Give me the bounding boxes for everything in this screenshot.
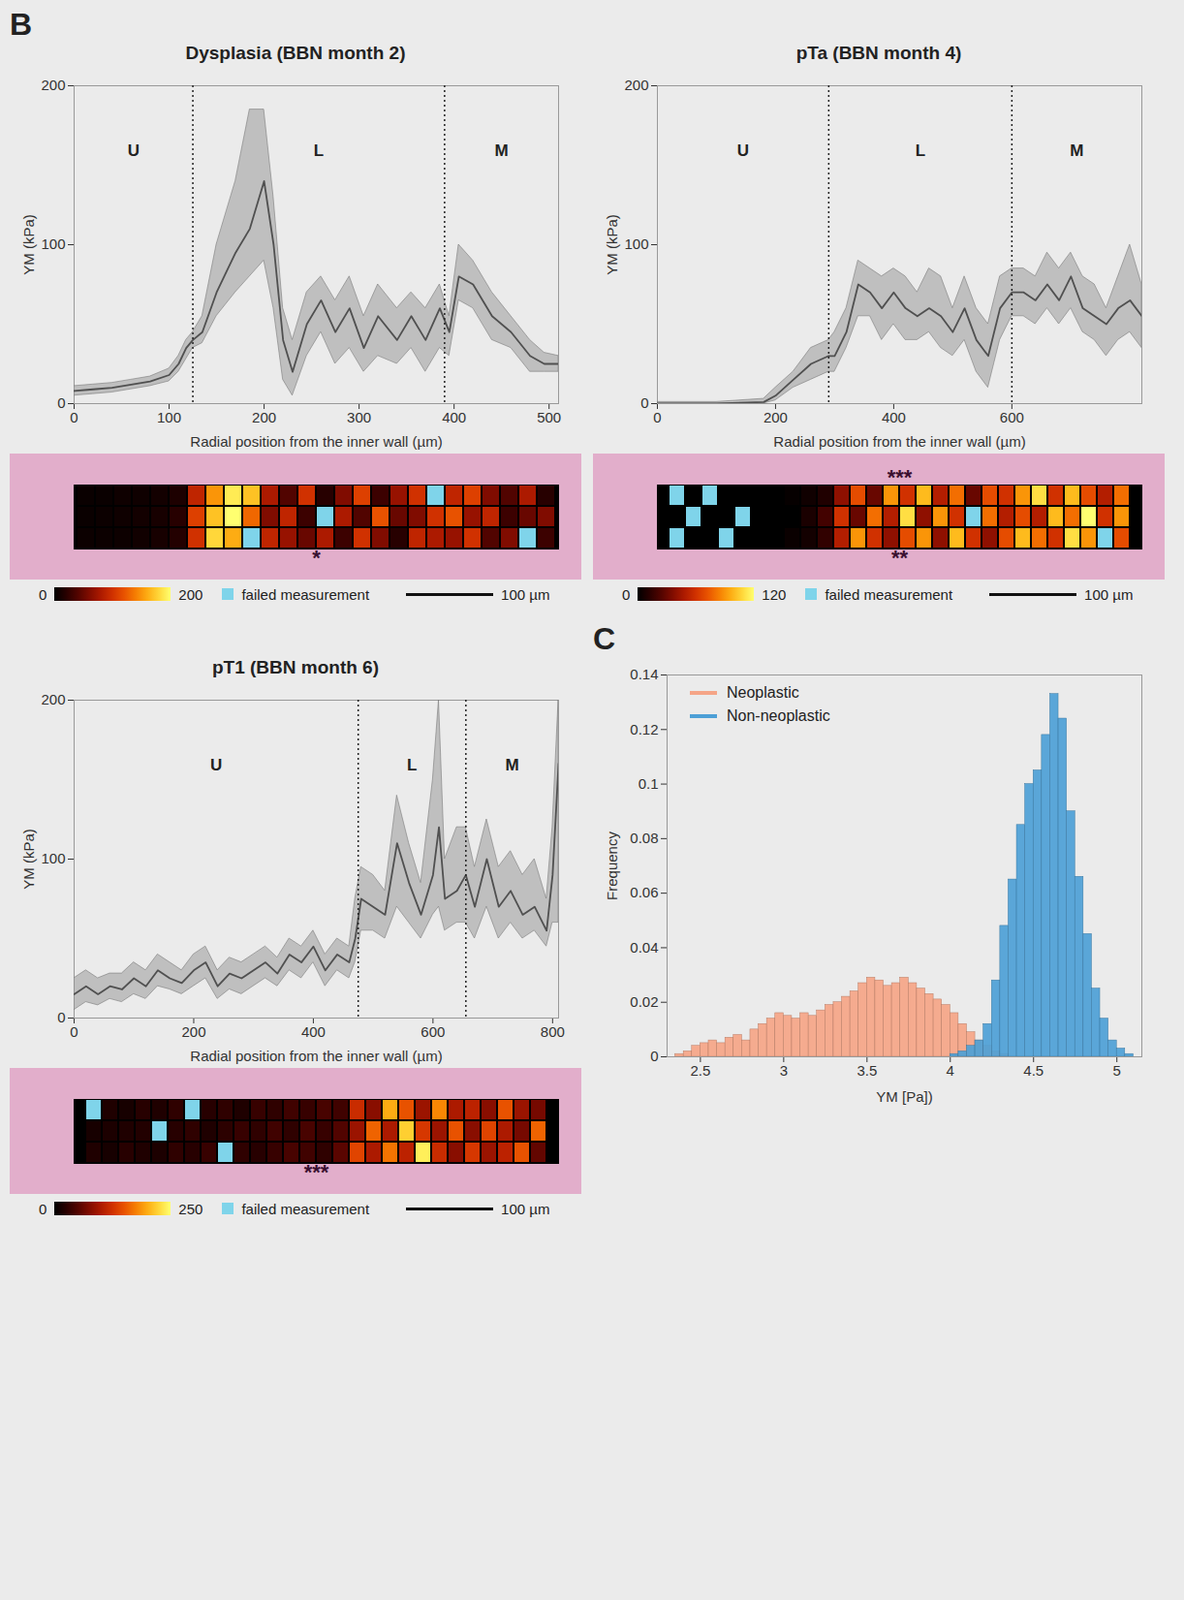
svg-text:100: 100	[40, 849, 65, 867]
svg-text:L: L	[313, 141, 324, 160]
svg-text:400: 400	[881, 408, 906, 426]
html-text:120: 120	[761, 585, 787, 603]
html-text:200: 200	[178, 585, 203, 603]
svg-text:200: 200	[40, 690, 65, 708]
svg-text:***: ***	[887, 465, 913, 490]
svg-text:U: U	[737, 141, 749, 160]
svg-text:2.5: 2.5	[689, 1061, 711, 1079]
html-text:failed measurement: failed measurement	[241, 1199, 370, 1217]
svg-text:0: 0	[69, 408, 78, 426]
svg-text:M: M	[495, 141, 509, 160]
svg-text:Frequency: Frequency	[603, 831, 621, 901]
html-text:pTa (BBN month 4): pTa (BBN month 4)	[796, 42, 962, 63]
svg-text:U: U	[210, 755, 222, 775]
svg-text:M: M	[1069, 141, 1084, 160]
svg-text:4: 4	[946, 1061, 955, 1079]
svg-text:0: 0	[640, 394, 649, 411]
svg-text:**: **	[891, 545, 909, 570]
svg-text:100: 100	[156, 408, 182, 426]
svg-text:3.5: 3.5	[856, 1061, 877, 1079]
svg-text:0.12: 0.12	[629, 720, 658, 738]
svg-text:0.02: 0.02	[629, 993, 658, 1010]
svg-text:0.04: 0.04	[629, 938, 658, 956]
svg-text:200: 200	[251, 408, 277, 426]
html-text:failed measurement: failed measurement	[824, 585, 953, 603]
svg-text:0.1: 0.1	[638, 775, 659, 792]
svg-text:Radial position from the inner: Radial position from the inner wall (µm)	[189, 433, 442, 450]
svg-text:Radial position from the inner: Radial position from the inner wall (µm)	[773, 433, 1026, 450]
svg-text:500: 500	[536, 408, 561, 426]
svg-text:200: 200	[40, 76, 65, 94]
svg-text:0.14: 0.14	[629, 665, 658, 683]
html-text:pT1 (BBN month 6): pT1 (BBN month 6)	[212, 656, 379, 678]
html-text:failed measurement: failed measurement	[241, 585, 370, 603]
svg-text:L: L	[915, 141, 926, 160]
svg-text:5: 5	[1113, 1061, 1122, 1079]
html-text:100 µm: 100 µm	[1084, 585, 1134, 603]
html-text:0: 0	[622, 585, 631, 603]
svg-text:200: 200	[181, 1023, 206, 1040]
svg-text:200: 200	[623, 76, 649, 94]
svg-text:0: 0	[57, 1008, 65, 1026]
svg-text:M: M	[505, 755, 520, 775]
svg-text:YM (kPa): YM (kPa)	[603, 214, 621, 276]
svg-text:U: U	[127, 141, 140, 160]
svg-text:600: 600	[420, 1023, 445, 1040]
html-text:100 µm: 100 µm	[501, 585, 550, 603]
svg-text:300: 300	[346, 408, 372, 426]
svg-text:*: *	[311, 545, 321, 570]
svg-text:200: 200	[763, 408, 788, 426]
svg-text:3: 3	[779, 1061, 788, 1079]
html-text:Neoplastic: Neoplastic	[726, 684, 800, 701]
svg-text:YM (kPa): YM (kPa)	[20, 828, 37, 890]
svg-text:0: 0	[57, 394, 65, 411]
svg-text:800: 800	[540, 1023, 565, 1040]
svg-text:400: 400	[441, 408, 467, 426]
html-text:0: 0	[38, 585, 47, 603]
svg-text:0: 0	[69, 1023, 78, 1040]
svg-text:0.08: 0.08	[629, 829, 658, 846]
svg-text:100: 100	[40, 235, 65, 252]
html-text:C: C	[592, 621, 616, 656]
html-text:0: 0	[38, 1199, 47, 1217]
svg-text:0: 0	[650, 1047, 658, 1064]
html-text:250: 250	[178, 1199, 203, 1217]
svg-text:L: L	[406, 755, 417, 775]
svg-text:***: ***	[304, 1159, 330, 1184]
svg-text:400: 400	[301, 1023, 326, 1040]
svg-text:YM [Pa]): YM [Pa])	[875, 1088, 933, 1105]
html-text:100 µm: 100 µm	[501, 1199, 550, 1217]
svg-text:0: 0	[653, 408, 661, 426]
html-text:B: B	[9, 6, 33, 42]
svg-text:Radial position from the inner: Radial position from the inner wall (µm)	[189, 1047, 442, 1064]
svg-text:YM (kPa): YM (kPa)	[20, 214, 37, 276]
html-text:Dysplasia (BBN month 2): Dysplasia (BBN month 2)	[185, 42, 406, 63]
svg-text:100: 100	[623, 235, 649, 252]
svg-text:600: 600	[999, 408, 1025, 426]
html-text:Non-neoplastic: Non-neoplastic	[726, 707, 831, 724]
svg-text:0.06: 0.06	[629, 883, 658, 901]
svg-text:4.5: 4.5	[1023, 1061, 1044, 1079]
